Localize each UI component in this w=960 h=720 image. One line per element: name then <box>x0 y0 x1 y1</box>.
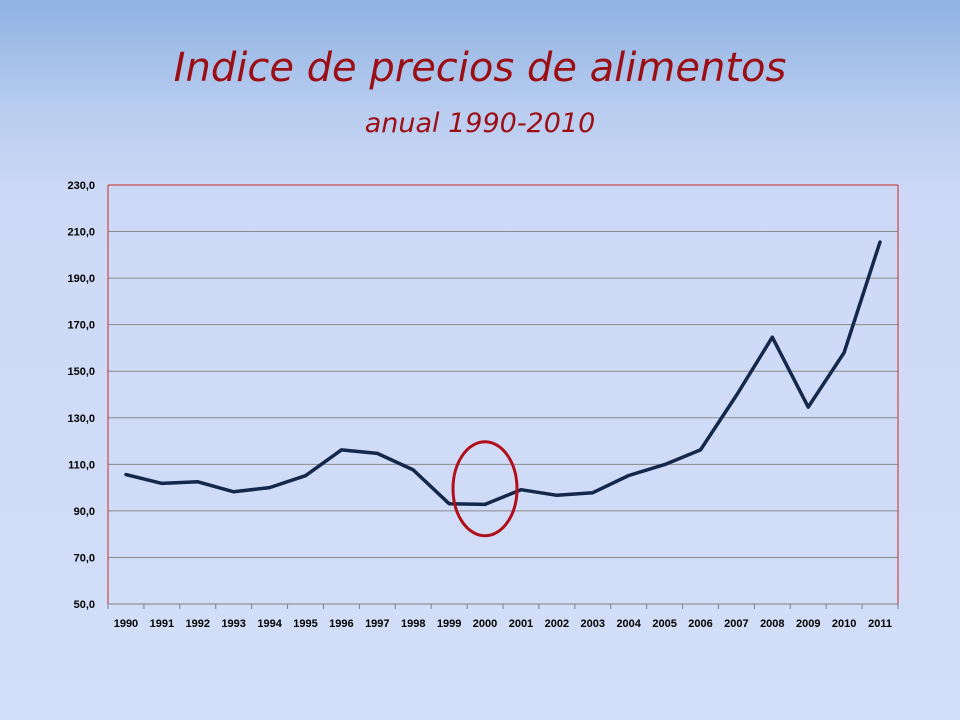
x-tick-label: 2004 <box>616 618 641 630</box>
data-point <box>375 451 379 455</box>
y-tick-label: 90,0 <box>74 506 95 518</box>
series-lines <box>124 240 882 507</box>
x-tick-label: 2003 <box>581 618 605 630</box>
x-tick-label: 1992 <box>186 618 210 630</box>
data-point <box>699 448 702 452</box>
data-point <box>483 502 487 506</box>
data-point <box>232 490 236 494</box>
x-tick-label: 2007 <box>724 618 748 630</box>
slide-subtitle: anual 1990-2010 <box>364 108 596 139</box>
y-tick-label: 130,0 <box>67 413 95 425</box>
x-tick-label: 1997 <box>365 618 389 630</box>
x-tick-label: 2008 <box>760 618 784 630</box>
annotations <box>451 440 519 538</box>
x-tick-label: 1996 <box>329 618 353 630</box>
x-tick-label: 1995 <box>293 618 317 630</box>
x-tick-label: 2001 <box>509 618 533 630</box>
x-tick-label: 2010 <box>832 618 856 630</box>
highlight-ellipse <box>451 440 519 538</box>
data-point <box>339 448 343 452</box>
data-point <box>663 463 667 467</box>
y-tick-label: 210,0 <box>67 227 95 239</box>
x-tick-label: 1993 <box>221 618 245 630</box>
data-point <box>878 240 882 244</box>
y-tick-label: 170,0 <box>67 320 95 332</box>
data-point <box>124 473 128 477</box>
y-tick-label: 150,0 <box>67 366 95 378</box>
data-point <box>770 335 774 339</box>
y-tick-label: 50,0 <box>74 599 95 611</box>
x-tick-label: 2005 <box>652 618 676 630</box>
data-point <box>842 351 846 355</box>
data-point <box>734 393 738 397</box>
data-point <box>304 474 307 478</box>
y-tick-label: 190,0 <box>67 273 95 285</box>
y-tick-label: 70,0 <box>74 552 95 564</box>
x-tick-label: 1991 <box>150 618 174 630</box>
slide-title: Indice de precios de alimentos <box>173 45 787 91</box>
x-axis <box>107 603 899 609</box>
series-line <box>124 240 882 507</box>
data-point <box>806 405 810 409</box>
y-axis-tick-labels: 50,0 70,0 90,0 110,0 130,0 150,0 170,0 190,0 210… <box>67 180 95 611</box>
x-tick-label: 2006 <box>688 618 712 630</box>
y-tick-label: 110,0 <box>68 459 95 471</box>
x-tick-label: 2011 <box>868 618 892 630</box>
x-tick-label: 1990 <box>114 618 138 630</box>
x-tick-label: 1998 <box>401 618 425 630</box>
data-point <box>591 491 595 495</box>
data-point <box>519 488 523 492</box>
plot-border <box>107 184 899 604</box>
x-tick-label: 2000 <box>473 618 497 630</box>
x-tick-label: 2002 <box>545 618 569 630</box>
data-point <box>627 474 631 478</box>
y-tick-label: 230,0 <box>67 180 95 192</box>
data-point <box>555 493 559 497</box>
data-point <box>196 480 200 484</box>
gridlines <box>108 184 898 558</box>
data-point <box>268 486 272 490</box>
x-tick-label: 1999 <box>437 618 461 630</box>
data-point <box>411 468 415 472</box>
x-tick-label: 1994 <box>257 618 282 630</box>
data-point <box>160 481 164 485</box>
data-point <box>447 502 451 506</box>
x-tick-label: 2009 <box>796 618 820 630</box>
x-axis-tick-labels: 1990 1991 1992 1993 1994 1995 1996 1997 1998 1999… <box>114 618 892 630</box>
